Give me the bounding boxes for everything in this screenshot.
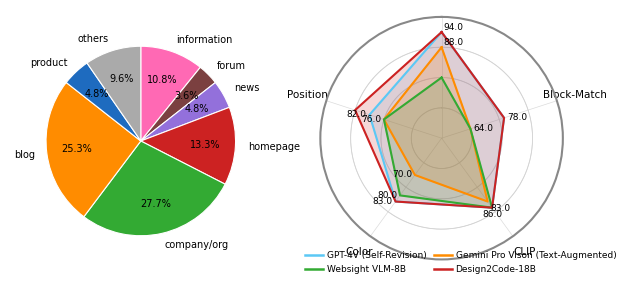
Text: 9.6%: 9.6% xyxy=(109,74,134,85)
Text: 78.0: 78.0 xyxy=(507,113,527,122)
Polygon shape xyxy=(384,78,492,208)
Text: product: product xyxy=(30,58,67,68)
Text: 64.0: 64.0 xyxy=(473,124,493,133)
Text: 4.8%: 4.8% xyxy=(185,104,209,114)
Text: 70.0: 70.0 xyxy=(392,170,412,179)
Wedge shape xyxy=(84,141,225,236)
Text: forum: forum xyxy=(217,61,246,71)
Text: 13.3%: 13.3% xyxy=(190,140,220,149)
Text: 4.8%: 4.8% xyxy=(84,89,109,99)
Wedge shape xyxy=(141,83,229,141)
Text: 27.7%: 27.7% xyxy=(140,199,171,209)
Wedge shape xyxy=(46,83,141,217)
Wedge shape xyxy=(87,46,141,141)
Wedge shape xyxy=(141,107,236,184)
Text: company/org: company/org xyxy=(165,240,229,250)
Text: 94.0: 94.0 xyxy=(443,23,463,32)
Polygon shape xyxy=(384,47,488,202)
Text: others: others xyxy=(78,34,109,44)
Text: 76.0: 76.0 xyxy=(361,115,381,124)
Text: information: information xyxy=(177,35,233,45)
Legend: GPT-4V (Self-Revision), Websight VLM-8B, Gemini Pro Vison (Text-Augmented), Desi: GPT-4V (Self-Revision), Websight VLM-8B,… xyxy=(301,248,620,277)
Text: 83.0: 83.0 xyxy=(372,197,393,206)
Text: 86.0: 86.0 xyxy=(482,210,502,219)
Wedge shape xyxy=(67,63,141,141)
Polygon shape xyxy=(369,32,504,208)
Text: 10.8%: 10.8% xyxy=(147,75,177,85)
Text: blog: blog xyxy=(13,150,35,160)
Text: 88.0: 88.0 xyxy=(443,38,463,47)
Text: homepage: homepage xyxy=(248,142,300,152)
Wedge shape xyxy=(141,67,215,141)
Wedge shape xyxy=(141,46,200,141)
Text: 80.0: 80.0 xyxy=(377,191,397,200)
Polygon shape xyxy=(355,32,504,208)
Text: news: news xyxy=(234,83,259,93)
Text: 83.0: 83.0 xyxy=(490,204,511,213)
Text: 3.6%: 3.6% xyxy=(175,91,199,101)
Text: 82.0: 82.0 xyxy=(347,110,367,119)
Text: 25.3%: 25.3% xyxy=(61,144,92,154)
